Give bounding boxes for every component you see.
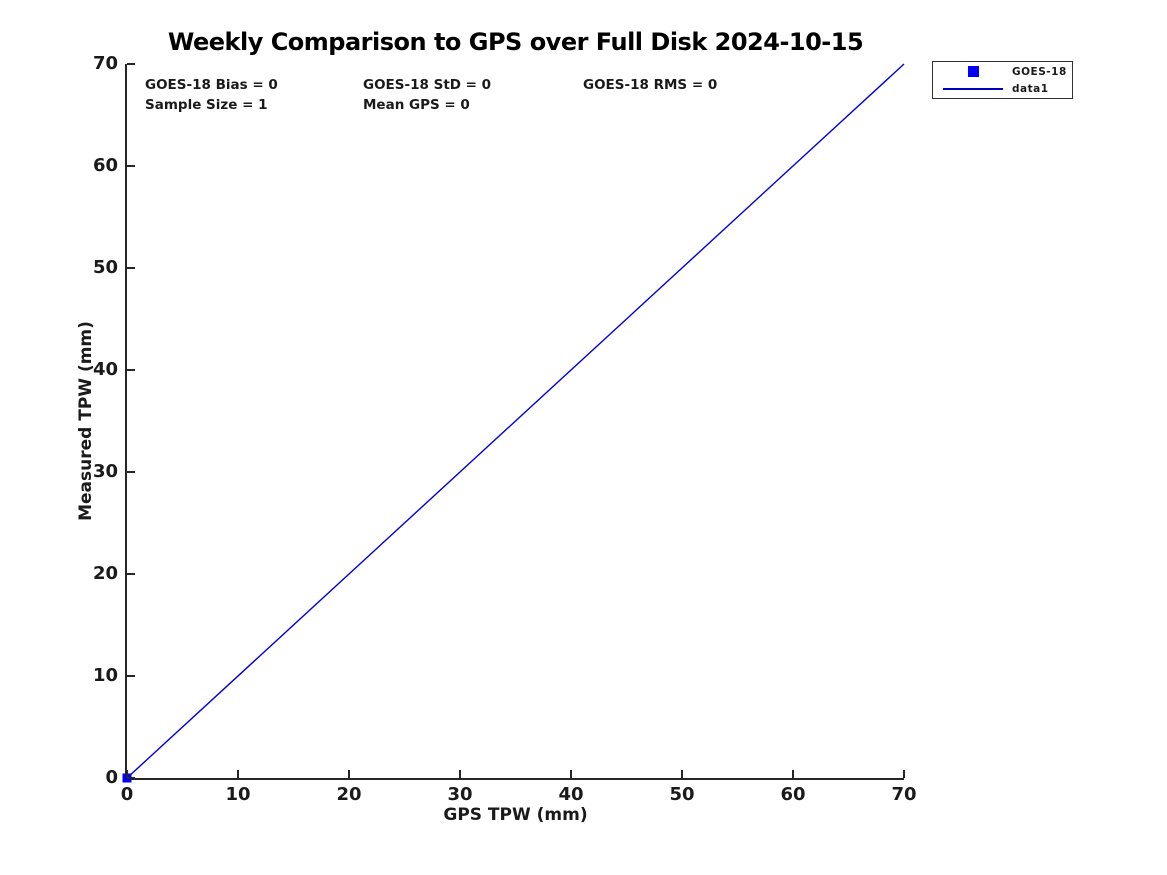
x-tick-mark [681, 770, 683, 778]
x-tick-label: 40 [558, 784, 584, 805]
y-tick-label: 30 [92, 461, 118, 482]
legend-swatch-area [943, 66, 1003, 77]
x-tick-mark [903, 770, 905, 778]
stat-mean-gps: Mean GPS = 0 [363, 97, 470, 113]
y-tick-mark [127, 573, 135, 575]
stat-bias: GOES-18 Bias = 0 [145, 77, 278, 93]
x-tick-label: 0 [120, 784, 134, 805]
y-tick-label: 70 [92, 53, 118, 74]
y-tick-label: 0 [105, 767, 118, 788]
plot-area [122, 63, 905, 783]
y-tick-label: 60 [92, 155, 118, 176]
y-tick-mark [127, 267, 135, 269]
y-tick-mark [127, 165, 135, 167]
stat-sample-size: Sample Size = 1 [145, 97, 268, 113]
x-tick-mark [570, 770, 572, 778]
y-tick-label: 10 [92, 665, 118, 686]
y-tick-label: 40 [92, 359, 118, 380]
y-tick-mark [127, 369, 135, 371]
stat-rms: GOES-18 RMS = 0 [583, 77, 718, 93]
x-tick-mark [126, 770, 128, 778]
legend-item-goes18: GOES-18 [933, 64, 1072, 80]
x-tick-label: 60 [780, 784, 806, 805]
x-tick-label: 50 [669, 784, 695, 805]
x-tick-label: 20 [336, 784, 362, 805]
stat-std: GOES-18 StD = 0 [363, 77, 492, 93]
x-tick-mark [792, 770, 794, 778]
square-marker-icon [967, 66, 979, 77]
y-tick-label: 50 [92, 257, 118, 278]
line-swatch-icon [943, 87, 1003, 90]
chart-title: Weekly Comparison to GPS over Full Disk … [167, 28, 864, 56]
legend-label: data1 [1012, 82, 1049, 95]
legend-label: GOES-18 [1012, 65, 1067, 78]
y-axis-label: Measured TPW (mm) [76, 321, 96, 521]
x-tick-mark [348, 770, 350, 778]
x-tick-label: 10 [225, 784, 251, 805]
x-tick-label: 70 [891, 784, 917, 805]
legend-swatch-area [943, 87, 1003, 90]
legend-box: GOES-18 data1 [932, 61, 1073, 99]
x-axis-label: GPS TPW (mm) [443, 805, 588, 825]
x-tick-mark [459, 770, 461, 778]
y-tick-mark [127, 675, 135, 677]
y-tick-mark [127, 63, 135, 65]
legend-item-data1: data1 [933, 81, 1072, 97]
x-tick-label: 30 [447, 784, 473, 805]
x-tick-mark [237, 770, 239, 778]
plot-series-layer [122, 63, 905, 783]
y-tick-mark [127, 777, 135, 779]
y-tick-mark [127, 471, 135, 473]
y-tick-label: 20 [92, 563, 118, 584]
identity-line [126, 63, 905, 779]
